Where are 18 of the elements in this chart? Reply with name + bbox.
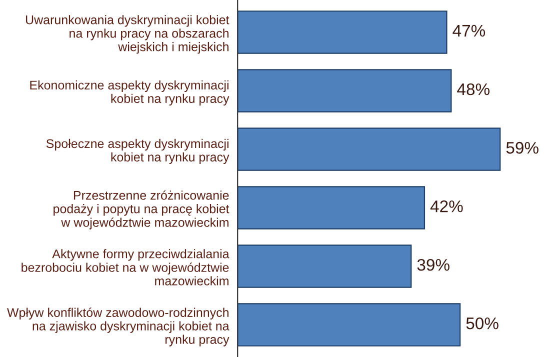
data-label: 42% xyxy=(430,200,463,212)
data-label: 39% xyxy=(417,258,450,271)
y-tick-label: Aktywne formy przeciwdzialania bezrobociu kobiet na w województwie mazowieckim xyxy=(22,249,230,286)
bar xyxy=(238,244,412,288)
bar xyxy=(238,186,426,230)
y-tick-label: Przestrzenne zróżnicowanie podaży i popytu na pracę kobiet w województwie mazowieckim xyxy=(54,190,230,230)
data-label: 48% xyxy=(457,83,490,96)
data-label: 50% xyxy=(466,317,498,330)
y-tick-label: Uwarunkowania dyskryminacji kobiet na rynku pracy na obszarach wiejskich i miejskich xyxy=(26,15,230,54)
bar xyxy=(238,303,461,346)
data-label: 59% xyxy=(506,142,538,154)
y-tick-label: Społeczne aspekty dyskryminacji kobiet na rynku pracy xyxy=(46,138,230,164)
y-tick-label: Wpływ konfliktów zawodowo-rodzinnych na zjawisko dyskryminacji kobiet na rynku pracy xyxy=(7,308,230,346)
data-label: 47% xyxy=(452,24,486,37)
bar xyxy=(238,69,452,112)
y-tick-label: Ekonomiczne aspekty dyskryminacji kobiet na rynku pracy xyxy=(30,80,230,106)
bar xyxy=(238,128,501,171)
bar xyxy=(238,10,448,54)
